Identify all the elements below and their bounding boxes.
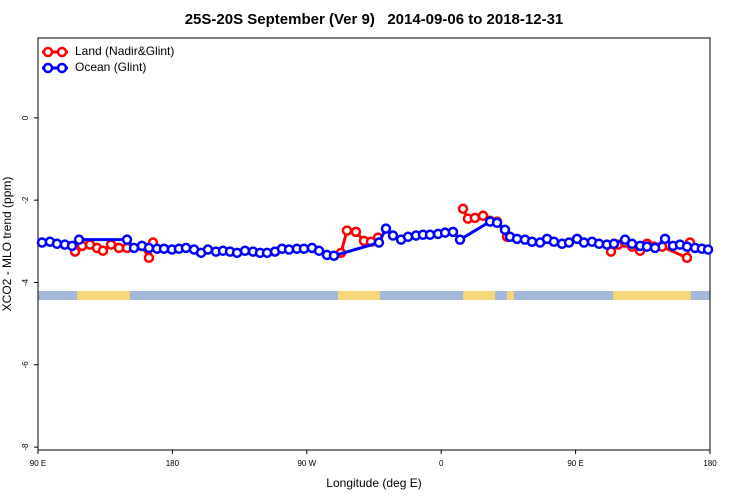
data-point xyxy=(66,240,78,252)
data-point xyxy=(373,237,385,248)
x-tick-label: 90 E xyxy=(567,459,583,468)
x-axis-label: Longitude (deg E) xyxy=(326,476,421,490)
data-point xyxy=(313,245,325,257)
data-point xyxy=(457,203,469,215)
y-tick-label: -8 xyxy=(21,443,30,451)
data-point xyxy=(261,247,273,259)
data-point xyxy=(350,226,362,238)
data-point xyxy=(526,236,538,247)
data-point xyxy=(239,245,251,257)
map-strip xyxy=(38,291,710,300)
legend-marker xyxy=(56,62,68,74)
data-point xyxy=(563,237,575,248)
data-point xyxy=(641,241,653,252)
legend-marker xyxy=(42,46,54,58)
y-tick-label: -4 xyxy=(21,278,30,286)
y-tick-label: -2 xyxy=(21,196,30,204)
x-tick-label: 90 W xyxy=(297,459,316,468)
data-point xyxy=(298,243,310,254)
legend-marker xyxy=(56,46,68,58)
x-tick-label: 180 xyxy=(166,459,180,468)
data-point xyxy=(548,236,560,247)
data-point xyxy=(702,244,714,255)
data-point xyxy=(143,242,155,254)
y-axis-label: XCO2 - MLO trend (ppm) xyxy=(0,177,14,312)
data-point xyxy=(121,234,133,245)
y-tick-label: -6 xyxy=(21,361,30,369)
data-point xyxy=(469,212,481,224)
x-tick-label: 0 xyxy=(439,459,444,468)
data-point xyxy=(387,230,399,241)
data-point xyxy=(659,233,671,245)
data-point xyxy=(608,238,620,250)
data-point xyxy=(328,250,340,261)
data-point xyxy=(681,241,693,252)
chart-title: 25S-20S September (Ver 9) 2014-09-06 to … xyxy=(185,11,564,28)
data-point xyxy=(113,242,125,254)
data-point xyxy=(499,224,511,236)
data-point xyxy=(578,237,590,248)
data-point xyxy=(341,225,353,236)
data-point xyxy=(681,252,693,264)
data-point xyxy=(626,238,638,250)
x-tick-label: 180 xyxy=(703,459,717,468)
y-tick-label: 0 xyxy=(21,115,30,120)
data-point xyxy=(454,234,466,245)
data-point xyxy=(380,223,392,234)
data-point xyxy=(97,245,109,257)
data-point xyxy=(491,217,503,229)
legend-marker xyxy=(42,62,54,74)
data-point xyxy=(447,226,459,238)
data-point xyxy=(180,242,192,254)
data-point xyxy=(143,252,155,264)
data-point xyxy=(73,234,85,245)
data-point xyxy=(477,210,489,222)
data-point xyxy=(649,242,661,254)
data-point xyxy=(202,244,214,255)
legend-label: Ocean (Glint) xyxy=(75,60,146,74)
x-tick-label: 90 E xyxy=(30,459,46,468)
data-point xyxy=(402,231,414,243)
legend-label: Land (Nadir&Glint) xyxy=(75,44,174,58)
data-point xyxy=(424,229,436,240)
